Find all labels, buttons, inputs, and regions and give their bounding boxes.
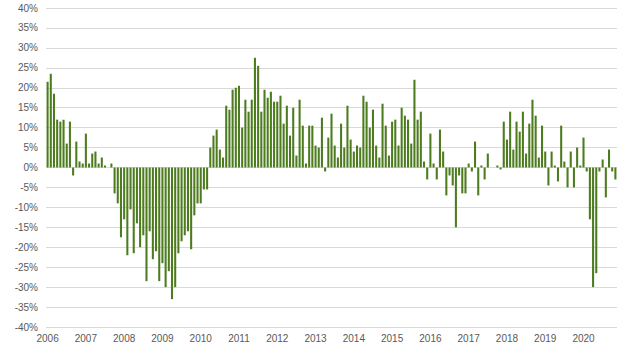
svg-text:-25%: -25% xyxy=(15,262,38,273)
svg-text:2008: 2008 xyxy=(113,333,136,344)
svg-text:2016: 2016 xyxy=(419,333,442,344)
svg-text:2010: 2010 xyxy=(190,333,213,344)
svg-text:2012: 2012 xyxy=(266,333,289,344)
svg-text:35%: 35% xyxy=(18,22,38,33)
svg-text:2019: 2019 xyxy=(534,333,557,344)
svg-text:2006: 2006 xyxy=(36,333,59,344)
svg-text:2009: 2009 xyxy=(151,333,174,344)
svg-text:40%: 40% xyxy=(18,3,38,14)
svg-text:20%: 20% xyxy=(18,82,38,93)
svg-text:2007: 2007 xyxy=(75,333,98,344)
svg-text:15%: 15% xyxy=(18,102,38,113)
svg-text:0%: 0% xyxy=(24,162,39,173)
svg-text:2020: 2020 xyxy=(572,333,595,344)
svg-text:2014: 2014 xyxy=(343,333,366,344)
svg-text:-15%: -15% xyxy=(15,222,38,233)
svg-text:2017: 2017 xyxy=(458,333,481,344)
svg-text:-20%: -20% xyxy=(15,242,38,253)
svg-text:25%: 25% xyxy=(18,62,38,73)
svg-text:2018: 2018 xyxy=(496,333,519,344)
svg-text:-40%: -40% xyxy=(15,322,38,333)
svg-text:2013: 2013 xyxy=(304,333,327,344)
svg-text:5%: 5% xyxy=(24,142,39,153)
svg-text:10%: 10% xyxy=(18,122,38,133)
svg-text:30%: 30% xyxy=(18,42,38,53)
svg-text:-5%: -5% xyxy=(20,182,38,193)
svg-text:-35%: -35% xyxy=(15,302,38,313)
svg-text:2011: 2011 xyxy=(228,333,250,344)
svg-text:2015: 2015 xyxy=(381,333,404,344)
svg-text:-10%: -10% xyxy=(15,202,38,213)
svg-text:-30%: -30% xyxy=(15,282,38,293)
